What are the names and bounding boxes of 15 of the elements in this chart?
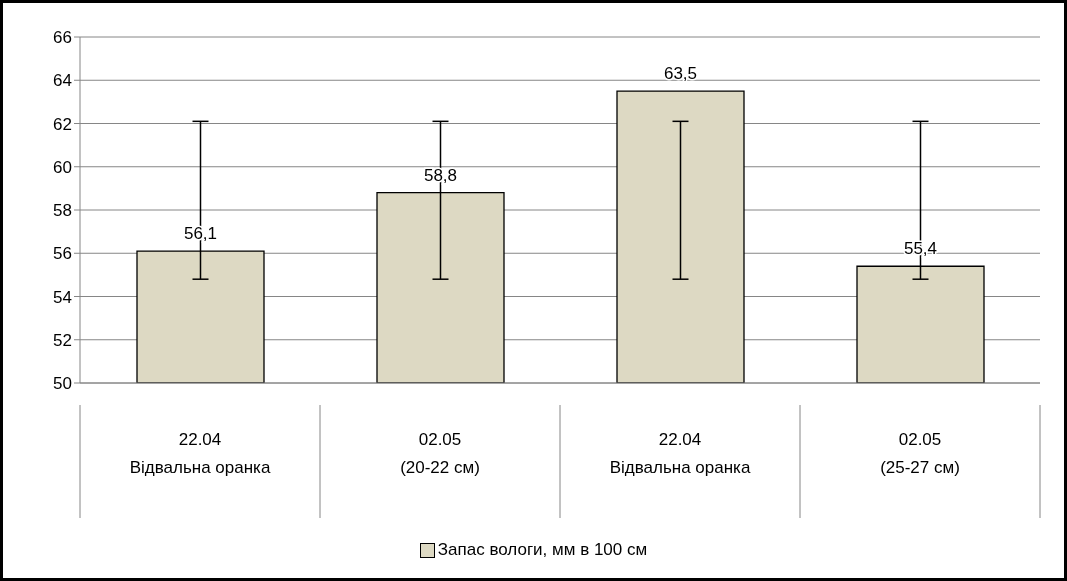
data-label: 63,5 [663,64,698,84]
y-tick-label: 56 [53,244,72,264]
y-tick-label: 54 [53,287,72,307]
y-tick-label: 58 [53,201,72,221]
y-tick-label: 60 [53,157,72,177]
y-tick-label: 52 [53,330,72,350]
y-tick-label: 66 [53,28,72,48]
y-tick-label: 50 [53,374,72,394]
x-tick-label: 02.05 (25-27 см) [880,430,960,477]
x-tick-label: 02.05 (20-22 см) [400,430,480,477]
x-tick-label: 22.04 Відвальна оранка [129,430,271,477]
y-tick-label: 62 [53,114,72,134]
legend-label: Запас вологи, мм в 100 см [436,540,648,560]
x-tick-label: 22.04 Відвальна оранка [609,430,751,477]
y-tick-label: 64 [53,71,72,91]
